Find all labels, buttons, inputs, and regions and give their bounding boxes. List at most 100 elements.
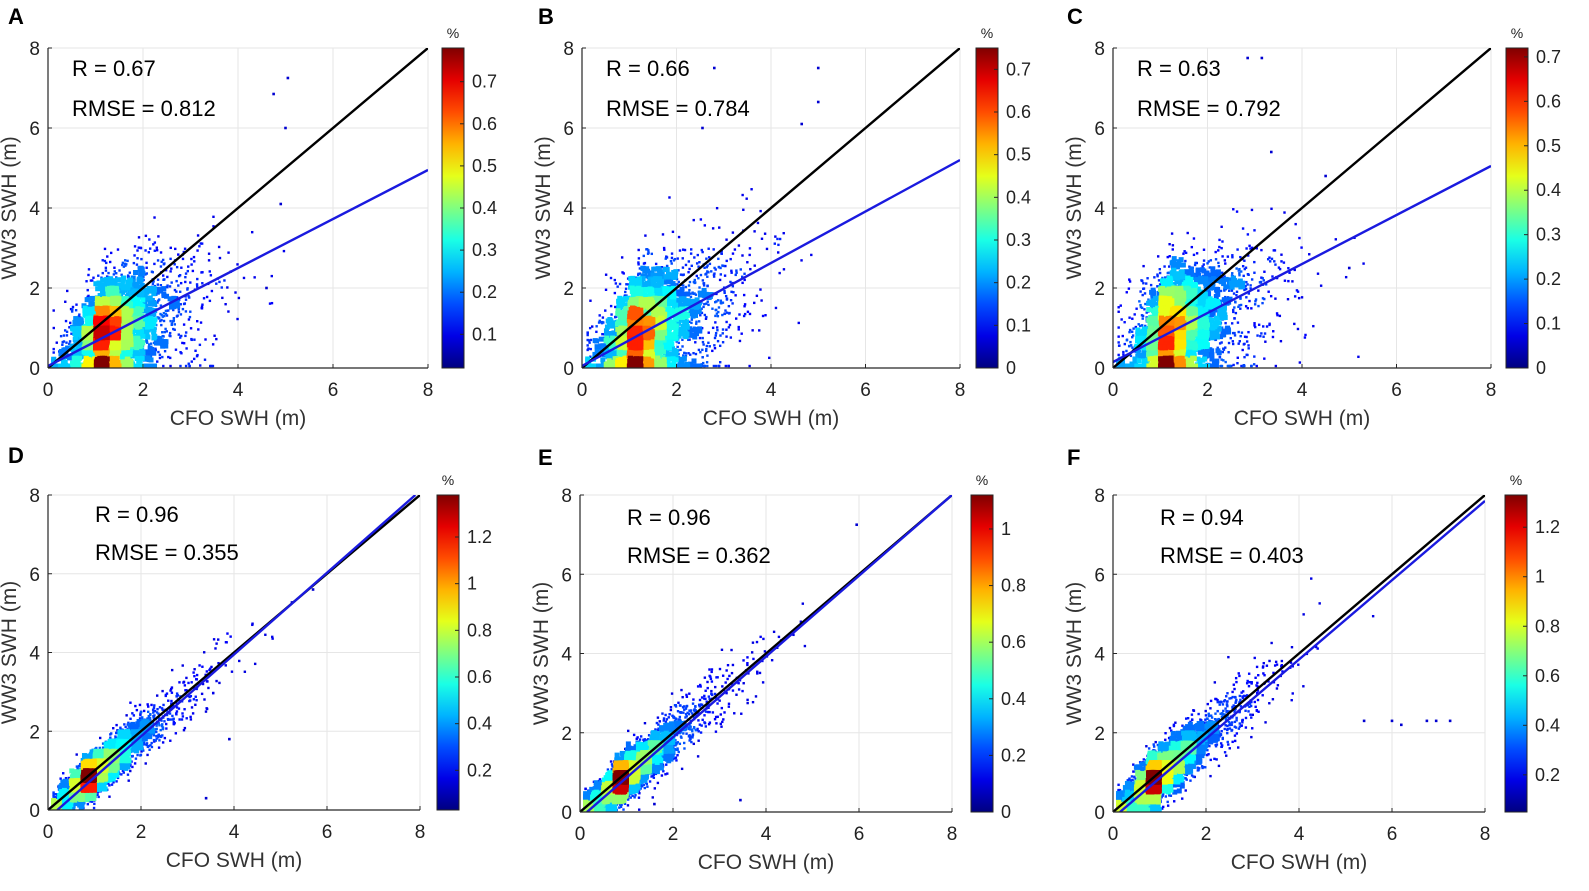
- data-point: [169, 270, 172, 273]
- data-point: [731, 285, 735, 288]
- data-point: [87, 351, 93, 357]
- data-point: [702, 364, 705, 368]
- data-point: [81, 325, 87, 331]
- data-point: [100, 316, 106, 322]
- data-point: [714, 364, 718, 368]
- data-point: [112, 348, 118, 354]
- data-point: [700, 290, 706, 296]
- data-point: [198, 245, 201, 248]
- data-point: [184, 275, 187, 279]
- data-point: [137, 358, 143, 364]
- data-point: [740, 332, 743, 335]
- data-point: [723, 291, 726, 295]
- data-point: [70, 326, 76, 332]
- data-point: [89, 279, 93, 282]
- data-point: [705, 348, 708, 351]
- data-point: [648, 333, 654, 339]
- data-point: [174, 348, 178, 351]
- data-point: [634, 296, 640, 302]
- data-point: [81, 348, 87, 354]
- data-point: [135, 291, 141, 297]
- data-point: [673, 257, 677, 261]
- data-point: [724, 309, 727, 312]
- data-point: [777, 243, 780, 247]
- data-point: [69, 343, 75, 349]
- data-point: [144, 324, 150, 330]
- data-point: [730, 271, 733, 274]
- data-point: [101, 271, 104, 275]
- data-point: [589, 355, 592, 358]
- data-point: [641, 353, 647, 359]
- data-point: [661, 299, 667, 305]
- data-point: [634, 286, 640, 292]
- data-point: [161, 315, 165, 318]
- data-point: [145, 334, 151, 340]
- data-point: [189, 310, 192, 313]
- data-point: [613, 278, 617, 282]
- data-point: [175, 303, 181, 309]
- data-point: [188, 315, 192, 319]
- data-point: [101, 296, 107, 302]
- y-tick-label: 6: [29, 119, 40, 140]
- data-point: [738, 339, 742, 343]
- data-point: [133, 313, 139, 319]
- data-point: [586, 348, 589, 352]
- data-point: [643, 282, 649, 288]
- data-point: [189, 327, 193, 330]
- data-point: [636, 289, 642, 295]
- data-point: [212, 215, 215, 219]
- data-point: [719, 273, 723, 276]
- data-point: [253, 276, 256, 279]
- data-point: [209, 364, 212, 368]
- data-point: [706, 264, 709, 267]
- data-point: [607, 351, 613, 357]
- data-point: [702, 282, 705, 285]
- data-point: [236, 317, 239, 321]
- data-point: [644, 344, 650, 350]
- data-point: [161, 286, 167, 292]
- data-point: [665, 279, 671, 285]
- data-point: [282, 249, 286, 253]
- data-point: [623, 296, 629, 302]
- data-point: [123, 262, 127, 266]
- data-point: [618, 327, 624, 333]
- data-point: [127, 339, 133, 345]
- data-point: [184, 364, 188, 368]
- data-point: [675, 363, 681, 368]
- data-point: [672, 259, 676, 262]
- data-point: [690, 313, 696, 319]
- data-point: [115, 340, 121, 346]
- data-point: [637, 280, 643, 286]
- data-point: [113, 312, 119, 318]
- data-point: [707, 247, 710, 250]
- data-point: [613, 291, 617, 295]
- data-point: [90, 313, 96, 319]
- data-point: [135, 324, 141, 330]
- data-point: [178, 290, 182, 294]
- data-point: [135, 263, 139, 266]
- data-point: [138, 339, 144, 345]
- data-point: [716, 339, 720, 343]
- data-point: [586, 344, 589, 347]
- data-point: [76, 351, 82, 357]
- data-point: [149, 342, 153, 345]
- data-point: [635, 307, 641, 313]
- data-point: [174, 247, 177, 251]
- data-point: [175, 315, 179, 318]
- data-point: [721, 313, 724, 317]
- data-point: [607, 363, 613, 368]
- data-point: [65, 330, 69, 334]
- data-point: [207, 259, 211, 262]
- data-point: [640, 276, 646, 282]
- data-point: [173, 288, 177, 292]
- data-point: [604, 288, 608, 291]
- data-point: [125, 356, 131, 362]
- data-point: [800, 259, 803, 262]
- data-point: [606, 330, 612, 336]
- data-point: [87, 315, 93, 321]
- data-point: [147, 313, 153, 319]
- data-point: [714, 268, 717, 271]
- data-point: [157, 298, 161, 301]
- data-point: [113, 344, 119, 350]
- data-point: [689, 295, 693, 299]
